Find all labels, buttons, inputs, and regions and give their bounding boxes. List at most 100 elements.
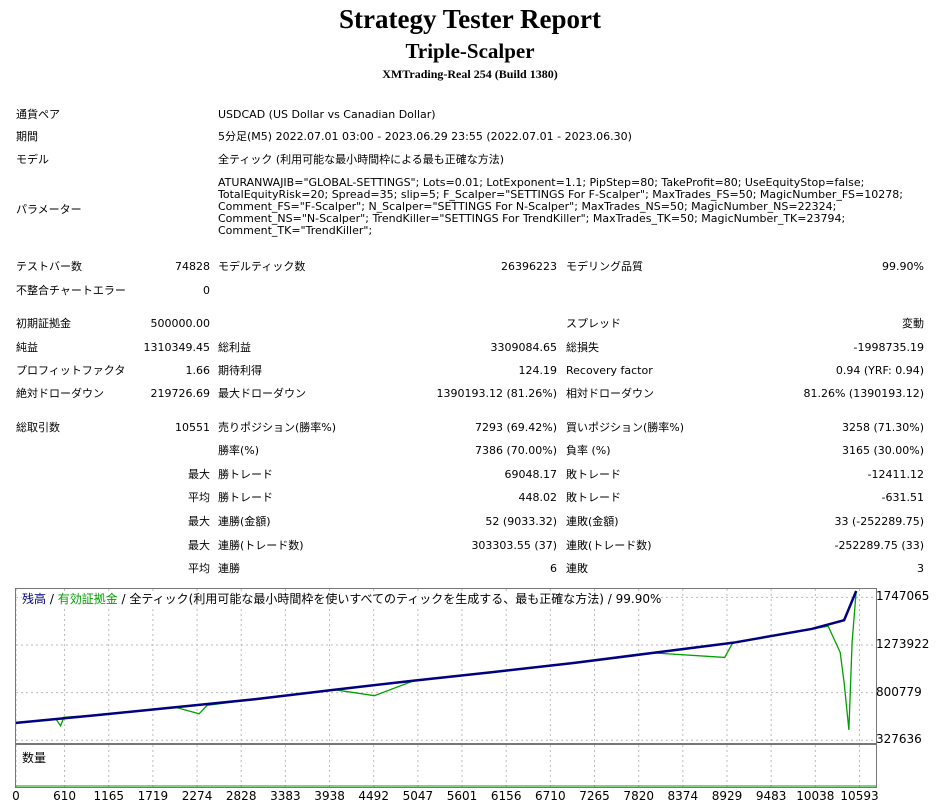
consecutive-wins-amount-value: 52 (9033.32)	[485, 515, 557, 528]
average-loss-value: -631.51	[881, 491, 924, 504]
ticks-label: モデルティック数	[218, 260, 306, 273]
max-consecutive-amount-label: 最大	[188, 515, 210, 528]
legend-model: 全ティック(利用可能な最小時間枠を使いすべてのティックを生成する、最も正確な方法…	[129, 592, 662, 606]
consecutive-losses-amount-value: 33 (-252289.75)	[834, 515, 924, 528]
x-tick-label: 7265	[579, 789, 610, 803]
x-tick-label: 9483	[755, 789, 787, 803]
y-tick-label: 1273922	[876, 636, 930, 651]
chart-legend: 残高 / 有効証拠金 / 全ティック(利用可能な最小時間枠を使いすべてのティック…	[22, 591, 662, 607]
consecutive-losses-count-label: 連敗(トレード数)	[566, 539, 652, 552]
net-profit-value: 1310349.45	[143, 341, 210, 354]
gross-loss-label: 総損失	[566, 341, 599, 354]
model-label: モデル	[16, 153, 49, 166]
largest-profit-label: 勝トレード	[218, 468, 273, 481]
x-tick-label: 0	[12, 789, 20, 803]
x-tick-label: 8374	[667, 789, 699, 803]
x-tick-label: 5601	[446, 789, 478, 803]
symbol-label: 通貨ペア	[16, 108, 60, 121]
volume-chart: 数量	[15, 744, 877, 788]
average-consecutive-wins-label: 連勝	[218, 562, 240, 575]
symbol-value: USDCAD (US Dollar vs Canadian Dollar)	[218, 108, 436, 121]
loss-trades-label: 負率 (%)	[566, 444, 611, 457]
short-positions-label: 売りポジション(勝率%)	[218, 421, 337, 434]
x-tick-label: 610	[53, 789, 77, 803]
mismatch-value: 0	[203, 284, 210, 297]
y-tick-label: 1747065	[876, 589, 930, 604]
long-positions-label: 買いポジション(勝率%)	[566, 421, 685, 434]
volume-chart-svg	[16, 745, 876, 787]
report-title: Strategy Tester Report	[339, 4, 601, 34]
x-tick-label: 6156	[490, 789, 522, 803]
profit-factor-label: プロフィットファクタ	[16, 364, 126, 377]
x-tick-label: 8929	[711, 789, 743, 803]
quality-value: 99.90%	[882, 260, 924, 273]
gross-loss-value: -1998735.19	[853, 341, 924, 354]
recovery-factor-value: 0.94 (YRF: 0.94)	[835, 364, 924, 377]
parameters-label: パラメーター	[16, 203, 82, 216]
largest-label: 最大	[188, 468, 210, 481]
max-consecutive-count-label: 最大	[188, 539, 210, 552]
x-tick-label: 1165	[93, 789, 125, 803]
x-tick-label: 5047	[402, 789, 434, 803]
total-trades-value: 10551	[175, 421, 210, 434]
maximal-drawdown-value: 1390193.12 (81.26%)	[436, 387, 557, 400]
consecutive-losses-amount-label: 連敗(金額)	[566, 515, 619, 528]
absolute-drawdown-value: 219726.69	[150, 387, 211, 400]
average-consecutive-wins-value: 6	[550, 562, 557, 575]
short-positions-value: 7293 (69.42%)	[474, 421, 557, 434]
equity-line	[16, 590, 857, 730]
relative-drawdown-value: 81.26% (1390193.12)	[803, 387, 924, 400]
model-value: 全ティック (利用可能な最小時間枠による最も正確な方法)	[218, 153, 505, 166]
balance-chart-svg	[16, 589, 876, 743]
x-tick-label: 10038	[796, 789, 835, 803]
largest-profit-value: 69048.17	[504, 468, 558, 481]
absolute-drawdown-label: 絶対ドローダウン	[16, 387, 104, 400]
ticks-value: 26396223	[501, 260, 557, 273]
average-profit-value: 448.02	[518, 491, 558, 504]
balance-line	[16, 590, 858, 725]
x-tick-label: 3938	[314, 789, 345, 803]
server-build: XMTrading-Real 254 (Build 1380)	[382, 67, 558, 81]
bars-label: テストバー数	[16, 260, 82, 273]
long-positions-value: 3258 (71.30%)	[841, 421, 924, 434]
x-tick-label: 7820	[623, 789, 654, 803]
consecutive-wins-count-value: 303303.55 (37)	[471, 539, 557, 552]
largest-loss-value: -12411.12	[867, 468, 924, 481]
x-tick-label: 3383	[270, 789, 301, 803]
legend-equity: 有効証拠金	[57, 592, 118, 606]
spread-label: スプレッド	[566, 317, 621, 330]
x-tick-label: 1719	[137, 789, 169, 803]
y-tick-label: 327636	[876, 732, 922, 747]
y-tick-label: 800779	[876, 684, 922, 699]
average-label: 平均	[188, 491, 210, 504]
relative-drawdown-label: 相対ドローダウン	[566, 387, 654, 400]
net-profit-label: 純益	[16, 341, 38, 354]
deposit-label: 初期証拠金	[16, 317, 71, 330]
legend-separator-2: /	[117, 592, 130, 606]
profit-trades-label: 勝率(%)	[218, 444, 260, 457]
profit-trades-value: 7386 (70.00%)	[474, 444, 557, 457]
x-tick-label: 2828	[225, 789, 257, 803]
parameters-value: ATURANWAJIB="GLOBAL-SETTINGS"; Lots=0.01…	[218, 176, 903, 237]
x-tick-label: 2274	[181, 789, 213, 803]
expert-name: Triple-Scalper	[405, 39, 535, 63]
legend-separator: /	[46, 592, 58, 606]
spread-value: 変動	[902, 317, 924, 330]
average-consecutive-label: 平均	[188, 562, 210, 575]
consecutive-wins-count-label: 連勝(トレード数)	[218, 539, 304, 552]
average-profit-label: 勝トレード	[218, 491, 273, 504]
balance-chart: 残高 / 有効証拠金 / 全ティック(利用可能な最小時間枠を使いすべてのティック…	[15, 588, 877, 744]
x-tick-label: 10593	[840, 789, 879, 803]
bars-value: 74828	[175, 260, 210, 273]
period-value: 5分足(M5) 2022.07.01 03:00 - 2023.06.29 23…	[218, 130, 632, 143]
total-trades-label: 総取引数	[16, 421, 60, 434]
recovery-factor-label: Recovery factor	[566, 364, 653, 377]
period-label: 期間	[16, 130, 38, 143]
gross-profit-value: 3309084.65	[490, 341, 557, 354]
gross-profit-label: 総利益	[218, 341, 251, 354]
quality-label: モデリング品質	[566, 260, 643, 273]
volume-label: 数量	[22, 751, 47, 765]
loss-trades-value: 3165 (30.00%)	[841, 444, 924, 457]
expected-payoff-label: 期待利得	[218, 364, 262, 377]
x-tick-label: 6710	[535, 789, 566, 803]
